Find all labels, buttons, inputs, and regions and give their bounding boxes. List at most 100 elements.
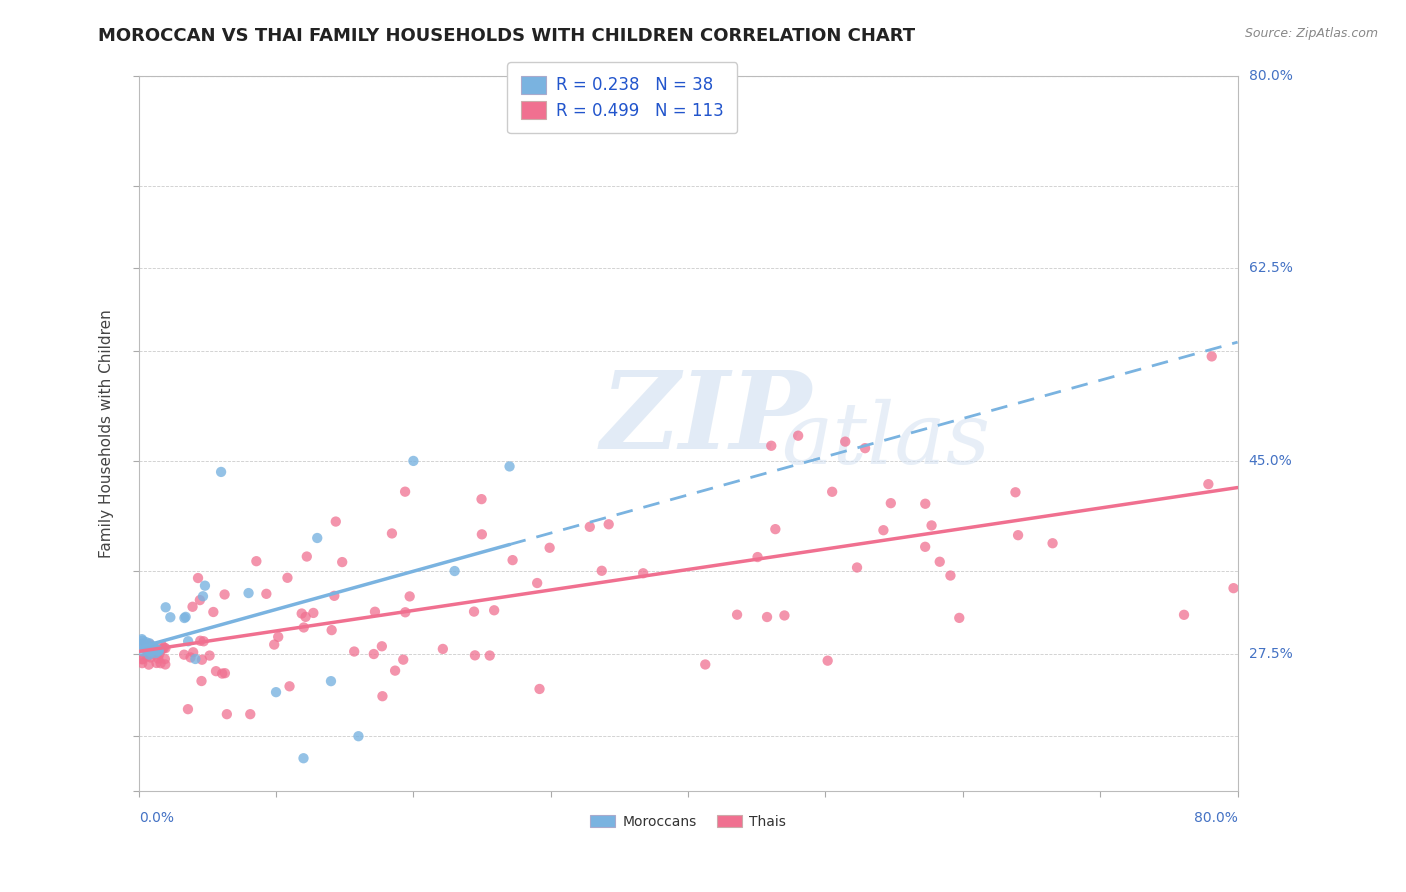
Point bbox=[392, 653, 415, 667]
Point bbox=[402, 454, 425, 468]
Point bbox=[138, 657, 160, 672]
Point bbox=[914, 540, 936, 554]
Point bbox=[872, 523, 894, 537]
Point bbox=[135, 635, 157, 649]
Point bbox=[139, 641, 162, 656]
Point bbox=[463, 605, 485, 619]
Point bbox=[1007, 528, 1029, 542]
Point bbox=[190, 673, 212, 688]
Text: 80.0%: 80.0% bbox=[1194, 811, 1237, 825]
Point bbox=[132, 652, 155, 666]
Point bbox=[529, 681, 551, 696]
Point bbox=[149, 656, 172, 670]
Text: ZIP: ZIP bbox=[600, 366, 811, 472]
Point bbox=[135, 649, 157, 664]
Point bbox=[267, 630, 290, 644]
Point bbox=[821, 484, 844, 499]
Point bbox=[143, 641, 166, 656]
Point bbox=[939, 568, 962, 582]
Point bbox=[181, 645, 204, 659]
Point bbox=[371, 690, 394, 704]
Point bbox=[145, 656, 167, 670]
Point bbox=[194, 579, 217, 593]
Point bbox=[470, 492, 492, 507]
Point bbox=[321, 623, 343, 637]
Point bbox=[139, 645, 162, 659]
Point bbox=[471, 527, 494, 541]
Point bbox=[193, 634, 215, 648]
Point bbox=[214, 587, 236, 601]
Point bbox=[363, 647, 385, 661]
Point bbox=[131, 632, 153, 647]
Point bbox=[150, 639, 173, 653]
Point bbox=[1222, 581, 1244, 595]
Point bbox=[526, 576, 548, 591]
Text: 0.0%: 0.0% bbox=[139, 811, 174, 825]
Point bbox=[191, 589, 214, 603]
Point bbox=[787, 428, 810, 442]
Point bbox=[292, 751, 315, 765]
Point bbox=[747, 549, 769, 564]
Point bbox=[502, 553, 524, 567]
Point bbox=[763, 522, 786, 536]
Point bbox=[347, 729, 370, 743]
Point bbox=[245, 554, 267, 568]
Point bbox=[834, 434, 856, 449]
Point bbox=[174, 610, 197, 624]
Point bbox=[214, 666, 236, 681]
Point bbox=[188, 633, 211, 648]
Point bbox=[1042, 536, 1064, 550]
Point bbox=[173, 611, 195, 625]
Point bbox=[1197, 477, 1219, 491]
Point bbox=[198, 648, 221, 663]
Point bbox=[142, 640, 165, 654]
Point bbox=[323, 589, 346, 603]
Text: 27.5%: 27.5% bbox=[1249, 647, 1292, 661]
Point bbox=[1173, 607, 1195, 622]
Point bbox=[148, 644, 170, 658]
Point bbox=[238, 586, 260, 600]
Point bbox=[914, 497, 936, 511]
Point bbox=[291, 607, 314, 621]
Point bbox=[302, 606, 325, 620]
Point bbox=[846, 560, 869, 574]
Point bbox=[394, 605, 416, 619]
Point bbox=[398, 590, 420, 604]
Point bbox=[695, 657, 717, 672]
Point bbox=[631, 566, 654, 581]
Point bbox=[294, 610, 316, 624]
Point bbox=[146, 643, 169, 657]
Text: 80.0%: 80.0% bbox=[1249, 69, 1292, 83]
Point bbox=[239, 707, 262, 722]
Point bbox=[725, 607, 748, 622]
Point bbox=[138, 636, 160, 650]
Point bbox=[209, 465, 232, 479]
Legend: Moroccans, Thais: Moroccans, Thais bbox=[585, 809, 792, 834]
Point bbox=[202, 605, 225, 619]
Point bbox=[482, 603, 505, 617]
Point bbox=[817, 654, 839, 668]
Text: Source: ZipAtlas.com: Source: ZipAtlas.com bbox=[1244, 27, 1378, 40]
Point bbox=[371, 640, 394, 654]
Point bbox=[1004, 485, 1026, 500]
Point bbox=[139, 650, 162, 665]
Point bbox=[948, 611, 970, 625]
Point bbox=[1201, 350, 1223, 364]
Point bbox=[181, 599, 204, 614]
Point bbox=[159, 610, 181, 624]
Point bbox=[263, 638, 285, 652]
Point bbox=[142, 640, 165, 654]
Point bbox=[143, 641, 166, 656]
Point bbox=[478, 648, 501, 663]
Point bbox=[264, 685, 287, 699]
Point bbox=[131, 637, 153, 651]
Point bbox=[139, 648, 162, 662]
Point bbox=[132, 637, 155, 651]
Point bbox=[432, 642, 454, 657]
Point bbox=[880, 496, 903, 510]
Point bbox=[152, 642, 174, 657]
Point bbox=[188, 593, 211, 607]
Point bbox=[205, 664, 228, 678]
Text: 62.5%: 62.5% bbox=[1249, 261, 1292, 276]
Point bbox=[145, 646, 167, 660]
